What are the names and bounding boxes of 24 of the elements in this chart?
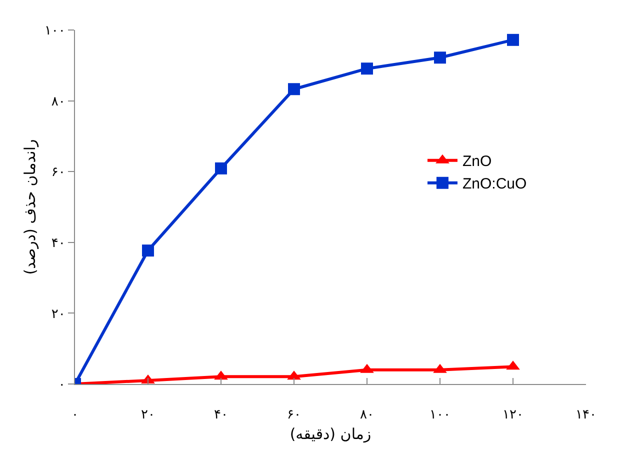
point bbox=[507, 34, 519, 46]
y-tick-label: ۸۰ bbox=[51, 94, 66, 110]
point bbox=[288, 83, 300, 96]
y-tick-label: ۲۰ bbox=[51, 306, 66, 322]
x-tick-label: ۴۰ bbox=[214, 408, 228, 423]
x-tick-label: ۲۰ bbox=[141, 408, 155, 423]
y-tick-label: ۴۰ bbox=[51, 236, 66, 251]
y-tick-label: ۰ bbox=[58, 378, 66, 393]
point bbox=[142, 244, 154, 257]
legend-label: ZnO bbox=[462, 153, 492, 170]
x-tick-label: ۸۰ bbox=[360, 408, 374, 423]
point bbox=[361, 62, 373, 75]
y-tick-label: ۶۰ bbox=[51, 165, 66, 180]
y-tick-label: ۱۰۰ bbox=[44, 24, 66, 39]
point bbox=[215, 162, 227, 174]
x-tick-label: ۱۲۰ bbox=[502, 408, 524, 423]
x-tick-label: ۶۰ bbox=[287, 408, 301, 423]
legend-label: ZnO:CuO bbox=[462, 176, 527, 193]
point bbox=[434, 52, 446, 64]
y-axis-title: راندمان حذف (درصد) bbox=[21, 139, 39, 275]
x-tick-label: ۱۰۰ bbox=[430, 408, 450, 423]
x-tick-label: ۰ bbox=[72, 408, 78, 423]
x-tick-label: ۱۴۰ bbox=[576, 408, 596, 423]
x-axis-title: زمان (دقیقه) bbox=[290, 425, 372, 443]
